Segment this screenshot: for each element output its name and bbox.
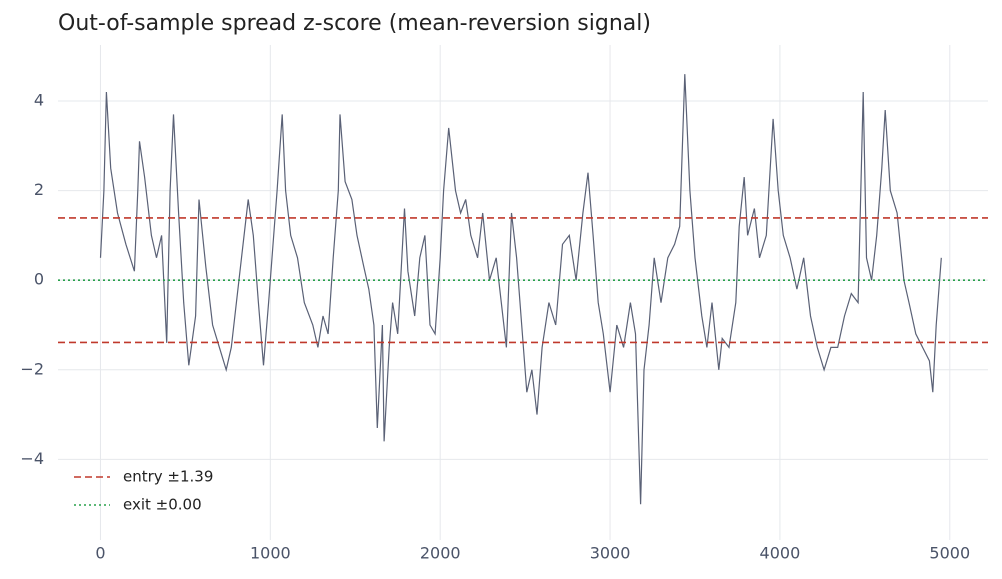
y-tick-label: −2	[20, 359, 44, 378]
y-tick-label: −4	[20, 449, 44, 468]
legend-label: exit ±0.00	[123, 496, 202, 514]
x-tick-label: 2000	[420, 544, 461, 563]
y-tick-label: 4	[34, 90, 44, 109]
x-tick-label: 4000	[760, 544, 801, 563]
legend-label: entry ±1.39	[123, 468, 213, 486]
series-line	[99, 74, 942, 505]
chart-title: Out-of-sample spread z-score (mean-rever…	[58, 11, 651, 36]
x-tick-label: 0	[95, 544, 105, 563]
x-tick-label: 1000	[250, 544, 291, 563]
x-tick-label: 3000	[590, 544, 631, 563]
y-tick-label: 2	[34, 180, 44, 199]
y-tick-label: 0	[34, 270, 44, 289]
x-tick-label: 5000	[929, 544, 970, 563]
